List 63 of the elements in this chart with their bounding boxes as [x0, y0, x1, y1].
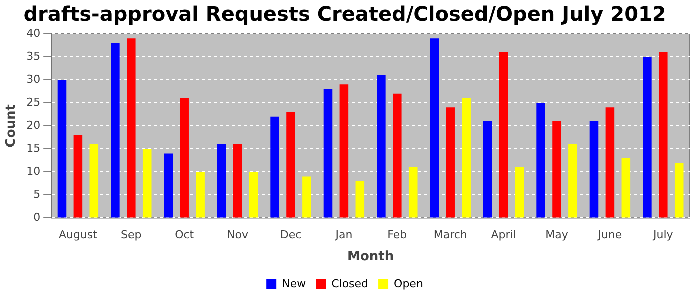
y-tick-label: 5: [34, 188, 41, 202]
bar: [408, 168, 418, 218]
bar: [324, 89, 333, 218]
x-tick-label: Dec: [280, 228, 302, 242]
x-tick-label: March: [434, 228, 468, 242]
bar: [142, 149, 152, 218]
x-tick-label: July: [652, 228, 674, 242]
x-tick-label: June: [597, 228, 622, 242]
bar: [643, 57, 652, 218]
bar: [127, 38, 136, 218]
bar: [90, 144, 99, 218]
bar: [286, 112, 296, 218]
bar: [483, 121, 492, 218]
y-tick-label: 15: [26, 142, 41, 155]
bar: [515, 168, 524, 218]
bar: [74, 135, 83, 218]
chart-title: drafts-approval Requests Created/Closed/Open July 2012: [24, 2, 666, 26]
bar: [180, 98, 189, 218]
bar: [377, 75, 386, 218]
legend-label: New: [282, 277, 306, 290]
bar: [233, 144, 242, 218]
x-tick-label: Oct: [175, 228, 195, 242]
x-tick-label: April: [491, 228, 516, 242]
bar: [659, 52, 668, 218]
bar: [270, 116, 280, 218]
y-tick-label: 0: [34, 211, 41, 224]
y-tick-label: 20: [26, 118, 41, 132]
bar: [340, 84, 349, 218]
bar: [590, 121, 599, 218]
bar: [552, 121, 562, 218]
x-axis-title: Month: [348, 250, 394, 265]
x-tick-label: Nov: [227, 228, 250, 242]
bar: [58, 80, 67, 218]
bar: [622, 158, 631, 218]
y-tick-label: 25: [26, 96, 41, 109]
bar: [217, 144, 226, 218]
bar: [462, 98, 471, 218]
bar: [393, 94, 402, 218]
bar: [430, 38, 440, 218]
bar: [111, 43, 120, 218]
x-tick-label: Jan: [334, 228, 353, 242]
y-tick-label: 35: [26, 50, 41, 63]
y-tick-label: 40: [26, 26, 41, 40]
bar: [446, 108, 455, 218]
y-tick-label: 30: [26, 72, 41, 86]
bar: [196, 172, 205, 218]
legend-label: Open: [394, 277, 424, 290]
bar: [674, 162, 684, 218]
x-tick-label: Sep: [121, 228, 142, 242]
x-tick-label: August: [58, 228, 98, 242]
bar: [356, 181, 365, 218]
bar: [568, 144, 578, 218]
x-tick-label: May: [546, 228, 569, 242]
legend-label: Closed: [332, 277, 369, 290]
bar: [499, 52, 508, 218]
y-tick-label: 10: [26, 165, 41, 178]
bar: [249, 172, 258, 218]
x-tick-label: Feb: [388, 228, 408, 242]
y-axis-title: Count: [4, 104, 20, 148]
bar: [536, 103, 546, 218]
bar: [164, 154, 174, 218]
bar: [302, 176, 312, 218]
bar: [606, 108, 615, 218]
